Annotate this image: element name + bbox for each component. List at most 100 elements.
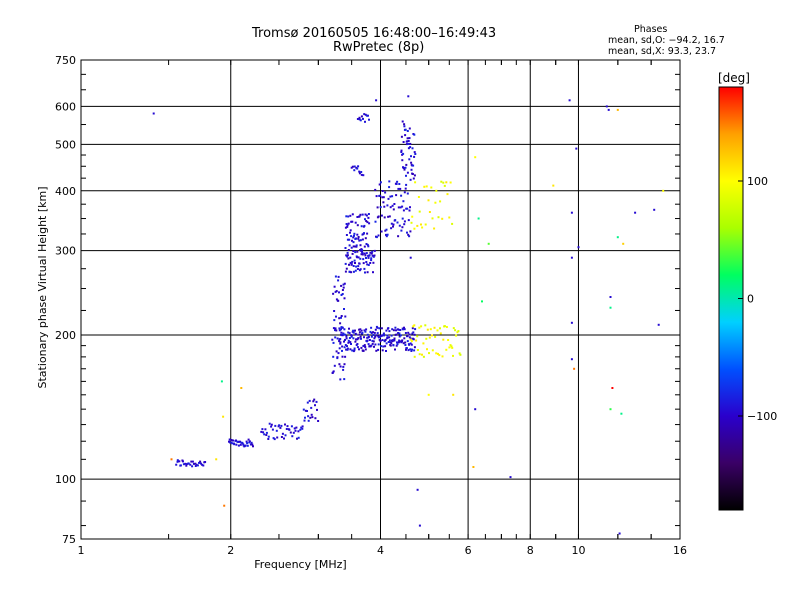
data-point (441, 217, 444, 220)
data-point (394, 182, 397, 185)
data-point (195, 463, 198, 466)
data-point (281, 432, 284, 435)
data-point (366, 271, 369, 274)
data-point (405, 347, 408, 350)
data-point (459, 353, 462, 356)
data-point (377, 335, 380, 338)
data-point (359, 244, 362, 247)
data-point (394, 326, 397, 329)
data-point (345, 337, 348, 340)
data-point (182, 460, 184, 463)
data-point (334, 329, 336, 332)
data-point (347, 222, 350, 225)
data-point (407, 331, 410, 334)
data-point (192, 462, 195, 465)
data-point (410, 350, 413, 352)
data-point (409, 178, 412, 181)
data-point (431, 217, 434, 220)
data-point (413, 227, 416, 230)
data-point (358, 348, 360, 351)
phase-heading: Phases (634, 24, 668, 35)
data-point (378, 327, 381, 330)
data-point (366, 243, 369, 246)
data-point (367, 256, 370, 259)
data-point (388, 339, 391, 342)
data-point (170, 458, 173, 461)
data-point (413, 133, 416, 136)
data-point (364, 120, 366, 123)
data-point (341, 326, 344, 329)
data-point (409, 256, 412, 259)
data-point (190, 460, 193, 463)
data-point (451, 346, 454, 349)
data-point (278, 424, 281, 427)
data-point (374, 220, 377, 223)
data-point (622, 242, 625, 245)
data-point (203, 461, 206, 464)
data-point (407, 147, 410, 150)
data-point (403, 125, 406, 128)
data-point (392, 329, 395, 332)
data-point (360, 171, 363, 173)
data-point (403, 337, 406, 340)
x-tick-label: 10 (571, 544, 585, 557)
data-point (341, 355, 344, 358)
data-point (377, 343, 380, 346)
data-point (301, 427, 304, 430)
data-point (404, 128, 407, 131)
data-point (364, 348, 367, 351)
data-point (301, 425, 304, 428)
data-point (359, 213, 362, 216)
data-point (450, 345, 453, 348)
data-point (441, 355, 444, 358)
data-point (351, 260, 354, 263)
data-point (370, 335, 373, 338)
data-point (347, 331, 350, 334)
data-point (353, 169, 356, 172)
data-point (411, 164, 414, 167)
data-point (509, 476, 512, 479)
data-point (387, 341, 390, 343)
data-point (338, 329, 341, 332)
data-point (448, 346, 451, 349)
data-point (336, 356, 339, 359)
data-point (406, 130, 409, 132)
data-point (396, 343, 399, 346)
data-point (364, 330, 367, 333)
data-point (368, 345, 371, 348)
data-point (245, 440, 248, 443)
data-point (372, 255, 375, 258)
data-point (400, 151, 403, 153)
data-point (409, 338, 412, 341)
data-point (570, 321, 573, 324)
data-point (335, 290, 338, 293)
data-point (430, 186, 433, 189)
data-point (435, 189, 438, 192)
data-point (363, 336, 365, 339)
data-point (306, 401, 309, 404)
data-point (346, 251, 349, 254)
data-point (342, 332, 345, 335)
data-point (274, 424, 277, 427)
data-point (357, 337, 360, 340)
data-point (395, 329, 397, 332)
data-point (363, 224, 366, 227)
data-point (375, 236, 378, 239)
data-point (407, 349, 410, 352)
data-point (375, 235, 377, 238)
data-point (360, 337, 362, 340)
data-point (405, 347, 408, 350)
data-point (402, 342, 405, 345)
data-point (382, 332, 385, 335)
data-point (409, 142, 412, 145)
data-point (351, 252, 354, 255)
data-point (280, 436, 283, 438)
data-point (342, 283, 345, 286)
data-point (347, 215, 350, 218)
data-point (396, 328, 399, 331)
data-point (402, 152, 405, 155)
data-point (426, 328, 429, 331)
data-point (242, 444, 245, 447)
data-point (393, 219, 396, 222)
data-point (385, 329, 388, 332)
